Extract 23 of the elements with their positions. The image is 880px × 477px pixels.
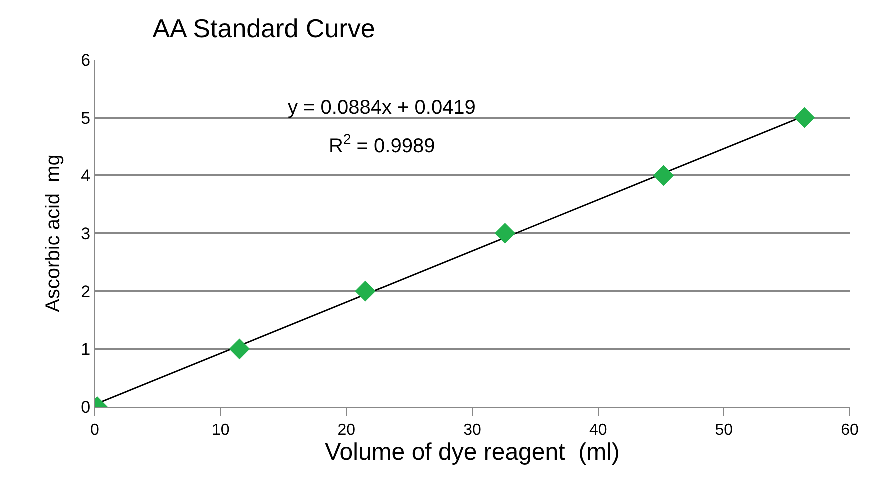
point xyxy=(494,223,516,244)
annotation: R$^{2}$ = 0.9989 xyxy=(329,131,436,158)
x-tick-label: 40 xyxy=(589,422,608,440)
y-axis-title: Ascorbic acid mg xyxy=(42,154,65,312)
y-tick-label: 2 xyxy=(81,282,91,302)
x-tick-label: 50 xyxy=(715,422,734,440)
point xyxy=(653,165,674,186)
chart-title: AA Standard Curve xyxy=(152,13,376,44)
x-axis-title: Volume of dye reagent (ml) xyxy=(325,439,620,466)
point xyxy=(794,107,816,128)
y-tick-label: 5 xyxy=(81,108,91,128)
point xyxy=(355,280,376,302)
x-tick-label: 20 xyxy=(338,422,356,440)
x-tick-label: 60 xyxy=(841,422,859,440)
y-tick-label: 3 xyxy=(81,224,91,244)
x-tick-label: 10 xyxy=(212,422,230,440)
y-tick-label: 4 xyxy=(81,166,91,186)
x-tick-label: 30 xyxy=(464,422,482,440)
y-tick-label: 1 xyxy=(81,340,91,360)
y-tick-label: 0 xyxy=(81,398,91,417)
point xyxy=(229,338,250,360)
y-tick-label: 6 xyxy=(81,50,91,70)
annotation: y = 0.0884x + 0.0419 xyxy=(288,97,476,119)
